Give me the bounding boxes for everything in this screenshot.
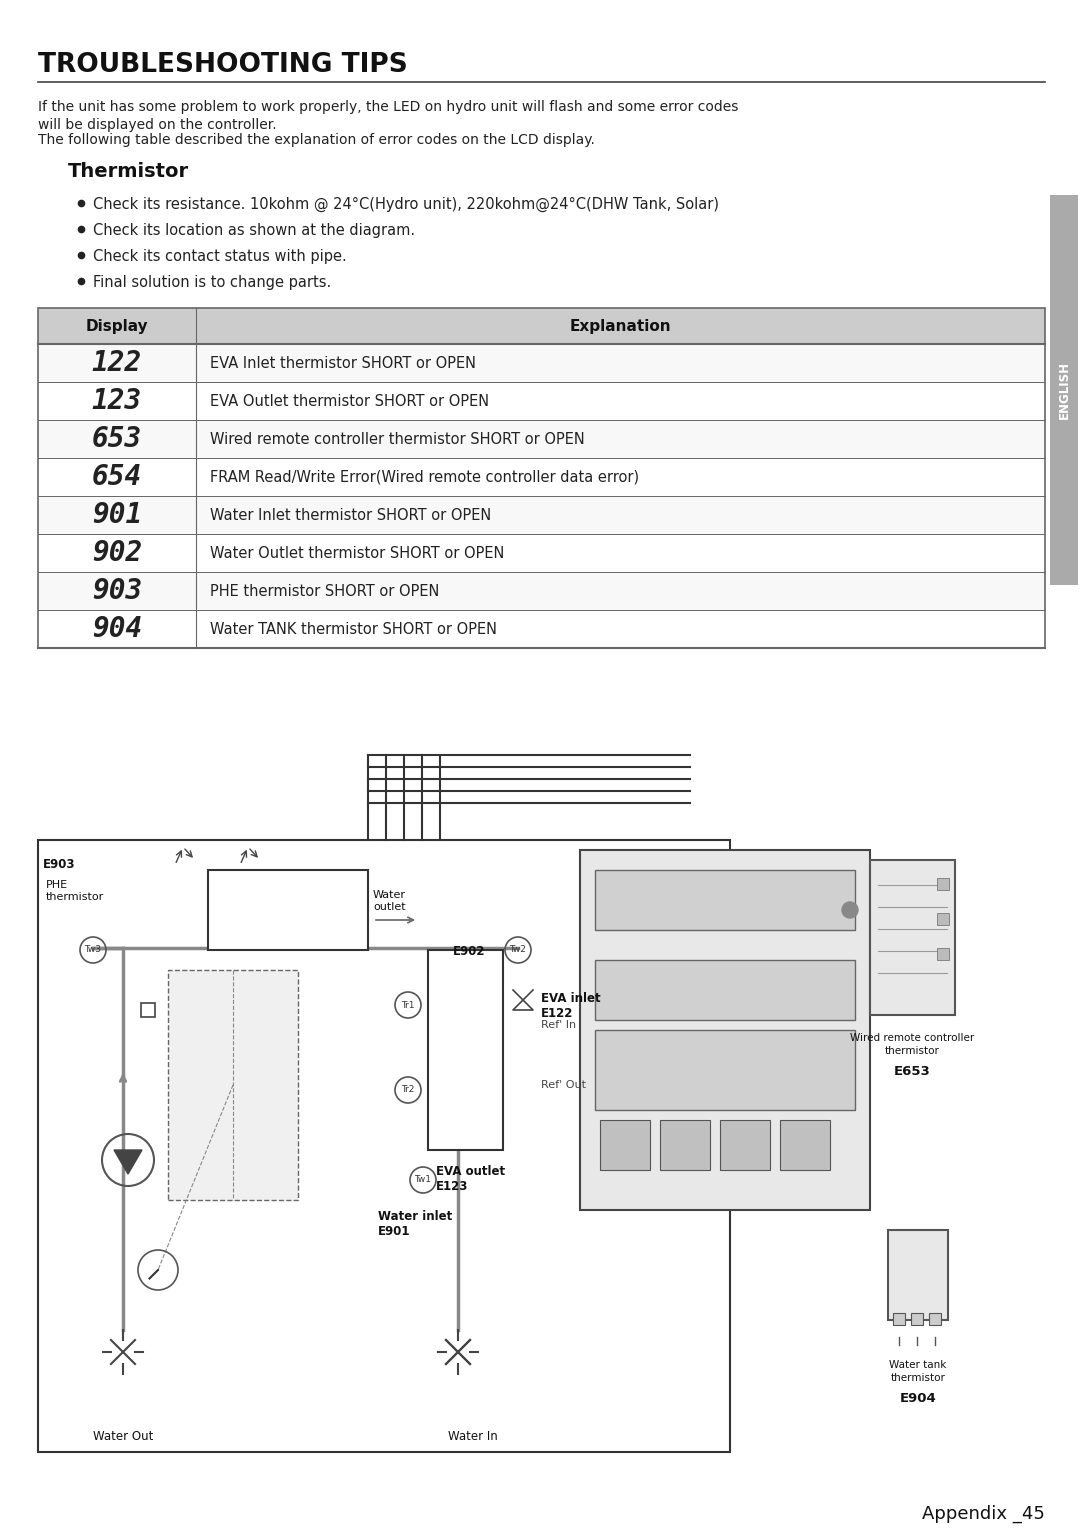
Bar [660, 1120, 710, 1170]
Bar [937, 948, 949, 961]
Bar [38, 610, 1045, 648]
Text: Water Inlet thermistor SHORT or OPEN: Water Inlet thermistor SHORT or OPEN [210, 507, 491, 522]
Bar [937, 878, 949, 890]
Text: Water tank
thermistor: Water tank thermistor [889, 1360, 947, 1383]
Text: Display: Display [85, 319, 148, 334]
Bar [600, 1120, 650, 1170]
Bar [38, 535, 1045, 571]
Text: 653: 653 [92, 424, 143, 453]
Bar [937, 913, 949, 925]
Bar [595, 961, 855, 1020]
Polygon shape [114, 1151, 141, 1174]
Text: 122: 122 [92, 349, 143, 377]
Text: Water Outlet thermistor SHORT or OPEN: Water Outlet thermistor SHORT or OPEN [210, 545, 504, 561]
Bar [168, 970, 298, 1200]
Text: Water inlet
E901: Water inlet E901 [378, 1210, 453, 1238]
Bar [38, 308, 1045, 345]
Text: PHE thermistor SHORT or OPEN: PHE thermistor SHORT or OPEN [210, 584, 440, 599]
Bar [595, 870, 855, 930]
Bar [141, 1003, 156, 1017]
Bar [208, 870, 368, 950]
Bar [38, 458, 1045, 496]
Text: 901: 901 [92, 501, 143, 529]
Bar [720, 1120, 770, 1170]
Text: Ref' Out: Ref' Out [541, 1080, 586, 1089]
Text: Ref' In: Ref' In [541, 1020, 576, 1030]
Bar [38, 381, 1045, 420]
Bar [870, 859, 955, 1016]
Text: EVA Inlet thermistor SHORT or OPEN: EVA Inlet thermistor SHORT or OPEN [210, 355, 476, 371]
Text: Wired remote controller thermistor SHORT or OPEN: Wired remote controller thermistor SHORT… [210, 432, 584, 446]
Text: Final solution is to change parts.: Final solution is to change parts. [93, 276, 332, 290]
Bar [38, 571, 1045, 610]
Text: Tw1: Tw1 [415, 1175, 432, 1184]
Bar [1050, 195, 1078, 585]
Text: PHE
thermistor: PHE thermistor [46, 879, 105, 902]
Text: E653: E653 [894, 1065, 931, 1079]
Text: 123: 123 [92, 388, 143, 415]
Circle shape [842, 902, 858, 918]
Text: If the unit has some problem to work properly, the LED on hydro unit will flash : If the unit has some problem to work pro… [38, 100, 739, 113]
Text: The following table described the explanation of error codes on the LCD display.: The following table described the explan… [38, 133, 595, 147]
Bar [595, 1030, 855, 1111]
Bar [929, 1313, 941, 1325]
Text: Tw2: Tw2 [510, 945, 526, 954]
Bar [428, 950, 503, 1151]
Bar [912, 1313, 923, 1325]
Text: E903: E903 [43, 858, 76, 872]
Text: Explanation: Explanation [569, 319, 672, 334]
Text: ENGLISH: ENGLISH [1057, 362, 1070, 418]
Text: Water
outlet: Water outlet [373, 890, 406, 913]
Bar [38, 840, 730, 1452]
Text: Appendix _45: Appendix _45 [922, 1504, 1045, 1523]
Bar [38, 496, 1045, 535]
Bar [580, 850, 870, 1210]
Text: 904: 904 [92, 614, 143, 643]
Text: will be displayed on the controller.: will be displayed on the controller. [38, 118, 276, 132]
Text: Tw3: Tw3 [84, 945, 102, 954]
Bar [893, 1313, 905, 1325]
Text: EVA Outlet thermistor SHORT or OPEN: EVA Outlet thermistor SHORT or OPEN [210, 394, 489, 409]
Text: Water Out: Water Out [93, 1429, 153, 1443]
Text: Tr1: Tr1 [402, 1000, 415, 1010]
Text: EVA outlet
E123: EVA outlet E123 [436, 1164, 505, 1193]
Bar [38, 308, 1045, 648]
Text: 654: 654 [92, 463, 143, 490]
Bar [38, 345, 1045, 381]
Text: Check its contact status with pipe.: Check its contact status with pipe. [93, 250, 347, 264]
Text: TROUBLESHOOTING TIPS: TROUBLESHOOTING TIPS [38, 52, 408, 78]
Text: Tr2: Tr2 [402, 1086, 415, 1094]
Text: Water In: Water In [448, 1429, 498, 1443]
Text: E904: E904 [900, 1393, 936, 1405]
Text: EVA inlet
E122: EVA inlet E122 [541, 993, 600, 1020]
Text: Wired remote controller
thermistor: Wired remote controller thermistor [850, 1033, 974, 1056]
Text: Check its location as shown at the diagram.: Check its location as shown at the diagr… [93, 224, 415, 237]
Text: Check its resistance. 10kohm @ 24°C(Hydro unit), 220kohm@24°C(DHW Tank, Solar): Check its resistance. 10kohm @ 24°C(Hydr… [93, 198, 719, 213]
Bar [38, 420, 1045, 458]
Text: 902: 902 [92, 539, 143, 567]
Text: Water TANK thermistor SHORT or OPEN: Water TANK thermistor SHORT or OPEN [210, 622, 497, 636]
Text: Thermistor: Thermistor [68, 162, 189, 181]
Text: E902: E902 [453, 945, 486, 958]
Text: FRAM Read/Write Error(Wired remote controller data error): FRAM Read/Write Error(Wired remote contr… [210, 469, 639, 484]
Bar [780, 1120, 831, 1170]
Bar [888, 1230, 948, 1321]
Text: 903: 903 [92, 578, 143, 605]
